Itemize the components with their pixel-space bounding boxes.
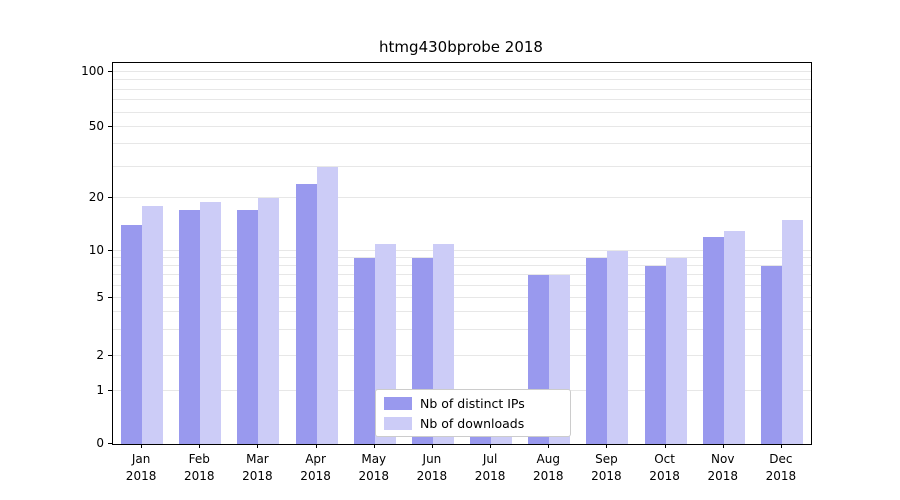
- y-tick-mark: [108, 126, 112, 127]
- gridline: [113, 355, 811, 356]
- y-tick-mark: [108, 196, 112, 198]
- gridline: [113, 111, 811, 113]
- bar-downloads-mar: [258, 197, 280, 444]
- gridline: [113, 284, 811, 286]
- legend: Nb of distinct IPs Nb of downloads: [375, 389, 571, 437]
- x-tick-label: Jun 2018: [416, 452, 448, 483]
- bar-ips-sep: [586, 258, 608, 444]
- legend-item-distinct-ips: Nb of distinct IPs: [384, 396, 570, 411]
- bar-ips-oct: [644, 266, 666, 444]
- x-tick-label: Dec 2018: [765, 452, 797, 483]
- legend-label-downloads: Nb of downloads: [420, 415, 525, 431]
- x-tick-label: Sep 2018: [591, 452, 622, 483]
- legend-swatch-distinct-ips: [384, 396, 412, 410]
- bar-downloads-apr: [316, 166, 338, 444]
- gridline: [113, 297, 811, 299]
- bar-downloads-oct: [665, 258, 687, 444]
- x-tick-mark: [431, 444, 433, 448]
- gridline: [113, 126, 811, 128]
- x-tick-mark: [141, 444, 143, 448]
- legend-label-distinct-ips: Nb of distinct IPs: [420, 395, 525, 411]
- y-tick-mark: [108, 443, 112, 444]
- bar-ips-dec: [760, 266, 782, 444]
- x-tick-mark: [257, 444, 259, 448]
- x-tick-label: Oct 2018: [649, 452, 680, 483]
- x-tick-mark: [722, 444, 724, 448]
- plot-area: Nb of distinct IPs Nb of downloads: [112, 62, 812, 445]
- x-tick-mark: [780, 444, 782, 448]
- y-tick-label: 5: [96, 290, 104, 305]
- bar-downloads-feb: [200, 201, 222, 444]
- legend-swatch-downloads: [384, 416, 412, 430]
- gridline: [113, 249, 811, 251]
- y-tick-mark: [108, 297, 112, 299]
- y-tick-label: 2: [96, 347, 104, 362]
- gridline: [113, 196, 811, 198]
- x-tick-mark: [664, 444, 666, 448]
- y-tick-label: 0: [96, 436, 104, 450]
- gridline: [113, 311, 811, 313]
- x-tick-label: May 2018: [358, 452, 390, 483]
- bar-ips-may: [353, 258, 375, 444]
- y-tick-label: 10: [88, 242, 104, 257]
- x-tick-label: Jan 2018: [125, 452, 157, 483]
- y-tick-label: 100: [81, 64, 104, 79]
- bar-ips-jan: [121, 225, 143, 444]
- x-tick-label: Aug 2018: [532, 452, 564, 483]
- y-tick-mark: [108, 354, 112, 356]
- y-tick-label: 20: [88, 189, 104, 204]
- y-tick-mark: [108, 249, 112, 251]
- gridline: [113, 99, 811, 101]
- bar-ips-apr: [295, 183, 317, 444]
- bar-downloads-dec: [781, 219, 803, 444]
- bar-downloads-nov: [723, 230, 745, 444]
- gridline: [113, 257, 811, 259]
- bar-ips-nov: [702, 236, 724, 444]
- x-tick-mark: [373, 444, 375, 448]
- bar-downloads-jan: [142, 205, 164, 444]
- gridline: [113, 79, 811, 81]
- chart-title: htmg430bprobe 2018: [379, 38, 543, 56]
- gridline: [113, 329, 811, 331]
- y-tick-mark: [108, 390, 112, 392]
- x-tick-mark: [490, 444, 492, 448]
- gridline: [113, 143, 811, 145]
- y-tick-mark: [108, 71, 112, 73]
- gridline: [113, 165, 811, 167]
- x-tick-label: Feb 2018: [183, 452, 215, 483]
- y-tick-label: 50: [88, 119, 104, 133]
- legend-item-downloads: Nb of downloads: [384, 416, 570, 431]
- x-tick-mark: [199, 444, 201, 448]
- x-tick-label: Jul 2018: [474, 452, 506, 483]
- x-tick-label: Mar 2018: [242, 452, 273, 483]
- gridline: [113, 71, 811, 73]
- x-tick-label: Nov 2018: [707, 452, 739, 483]
- gridline: [113, 88, 811, 90]
- x-tick-label: Apr 2018: [300, 452, 331, 483]
- bar-ips-mar: [237, 210, 259, 444]
- x-tick-mark: [315, 444, 317, 448]
- gridline: [113, 274, 811, 276]
- gridline: [113, 265, 811, 267]
- x-tick-mark: [606, 444, 608, 448]
- bar-downloads-sep: [607, 250, 629, 444]
- x-tick-mark: [548, 444, 550, 448]
- y-tick-label: 1: [96, 383, 104, 398]
- bar-ips-feb: [179, 210, 201, 444]
